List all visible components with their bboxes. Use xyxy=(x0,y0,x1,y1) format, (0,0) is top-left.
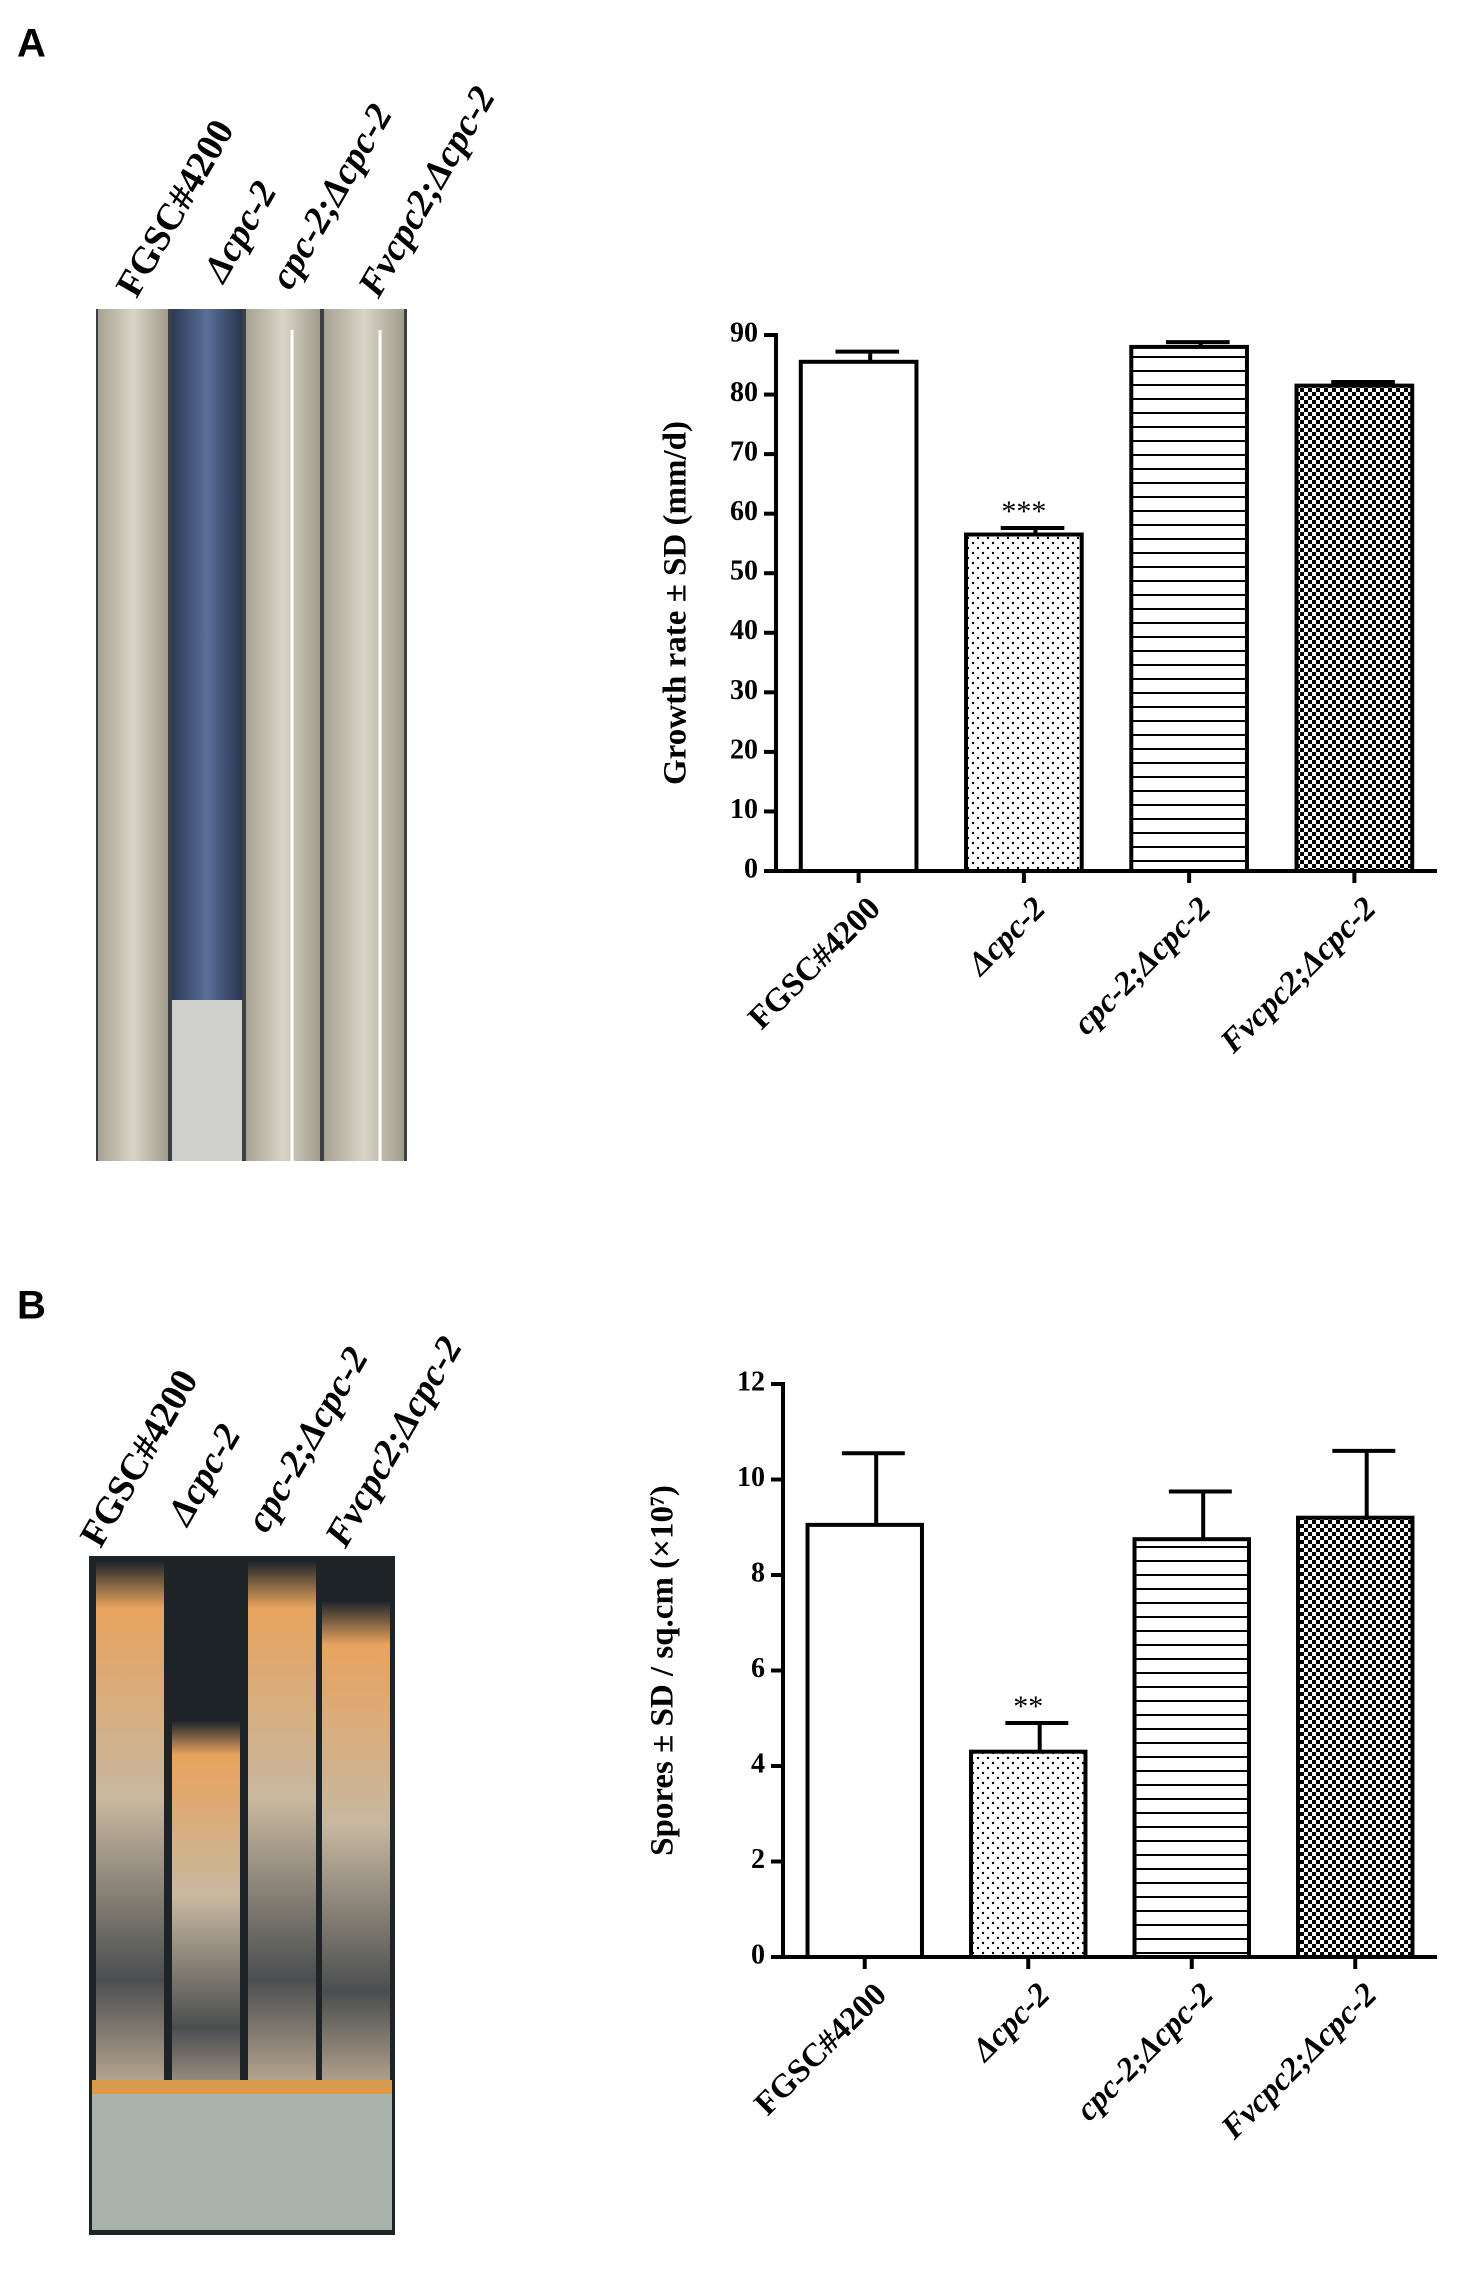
y-tick-label: 90 xyxy=(730,317,758,348)
bar xyxy=(805,1522,924,1960)
photo-a xyxy=(96,309,407,1161)
y-axis-label: Spores ± SD / sq.cm (×10⁷) xyxy=(645,1485,681,1856)
y-tick-label: 12 xyxy=(737,1366,765,1397)
bar xyxy=(798,359,919,873)
panel-label: A xyxy=(17,22,46,66)
y-tick-label: 0 xyxy=(744,853,758,884)
y-tick-label: 80 xyxy=(730,377,758,408)
y-tick-label: 6 xyxy=(751,1653,765,1684)
y-tick-label: 0 xyxy=(751,1939,765,1970)
y-tick-label: 2 xyxy=(751,1844,765,1875)
y-tick-label: 40 xyxy=(730,615,758,646)
y-axis-label: Growth rate ± SD (mm/d) xyxy=(658,421,694,785)
x-tick-label: cpc-2;Δcpc-2 xyxy=(1069,1977,1220,2128)
significance-label: ** xyxy=(1013,1690,1043,1723)
y-tick-label: 8 xyxy=(751,1557,765,1588)
y-tick-label: 30 xyxy=(730,675,758,706)
x-tick-label: Δcpc-2 xyxy=(964,1977,1057,2070)
bar xyxy=(1129,344,1249,873)
x-tick-label: Fvcpc2;Δcpc-2 xyxy=(1214,1977,1384,2147)
bar xyxy=(1294,383,1415,873)
x-tick-label: FGSC#4200 xyxy=(748,1977,894,2123)
x-tick-label: FGSC#4200 xyxy=(742,891,888,1037)
y-tick-label: 50 xyxy=(730,556,758,587)
y-tick-label: 20 xyxy=(730,734,758,765)
y-tick-label: 70 xyxy=(730,437,758,468)
x-tick-label: cpc-2;Δcpc-2 xyxy=(1067,891,1218,1042)
panel-label: B xyxy=(17,1284,46,1328)
y-tick-label: 10 xyxy=(737,1462,765,1493)
bar xyxy=(969,1749,1088,1960)
bar xyxy=(964,532,1084,873)
y-tick-label: 60 xyxy=(730,496,758,527)
bar xyxy=(1132,1537,1251,1959)
significance-label: *** xyxy=(1001,495,1046,528)
bar xyxy=(1296,1515,1415,1959)
x-tick-label: Fvcpc2;Δcpc-2 xyxy=(1213,891,1383,1061)
photo-b xyxy=(89,1556,395,2235)
x-tick-label: Δcpc-2 xyxy=(960,891,1053,984)
y-tick-label: 4 xyxy=(751,1748,765,1779)
y-tick-label: 10 xyxy=(730,794,758,825)
